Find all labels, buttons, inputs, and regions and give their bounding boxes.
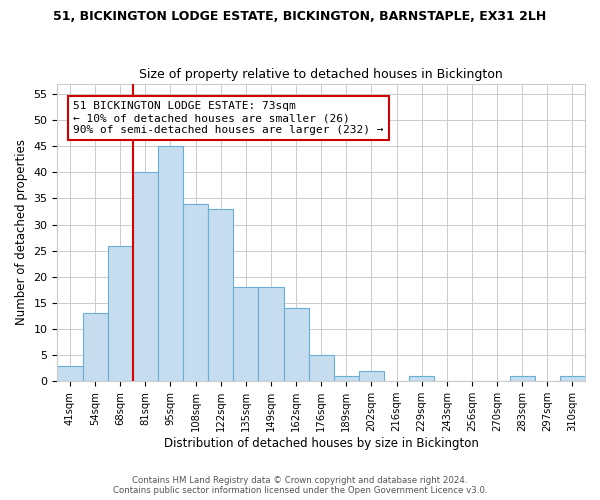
- Bar: [334, 376, 359, 382]
- Bar: [284, 308, 308, 382]
- Bar: [359, 371, 384, 382]
- Bar: [259, 288, 284, 382]
- Y-axis label: Number of detached properties: Number of detached properties: [15, 140, 28, 326]
- Bar: [58, 366, 83, 382]
- Bar: [409, 376, 434, 382]
- Bar: [233, 288, 259, 382]
- Bar: [83, 314, 107, 382]
- Text: 51 BICKINGTON LODGE ESTATE: 73sqm
← 10% of detached houses are smaller (26)
90% : 51 BICKINGTON LODGE ESTATE: 73sqm ← 10% …: [73, 102, 384, 134]
- Bar: [208, 209, 233, 382]
- Bar: [158, 146, 183, 382]
- Text: 51, BICKINGTON LODGE ESTATE, BICKINGTON, BARNSTAPLE, EX31 2LH: 51, BICKINGTON LODGE ESTATE, BICKINGTON,…: [53, 10, 547, 23]
- Bar: [107, 246, 133, 382]
- Bar: [133, 172, 158, 382]
- Bar: [509, 376, 535, 382]
- Title: Size of property relative to detached houses in Bickington: Size of property relative to detached ho…: [139, 68, 503, 81]
- X-axis label: Distribution of detached houses by size in Bickington: Distribution of detached houses by size …: [164, 437, 479, 450]
- Bar: [560, 376, 585, 382]
- Bar: [183, 204, 208, 382]
- Bar: [308, 355, 334, 382]
- Text: Contains HM Land Registry data © Crown copyright and database right 2024.
Contai: Contains HM Land Registry data © Crown c…: [113, 476, 487, 495]
